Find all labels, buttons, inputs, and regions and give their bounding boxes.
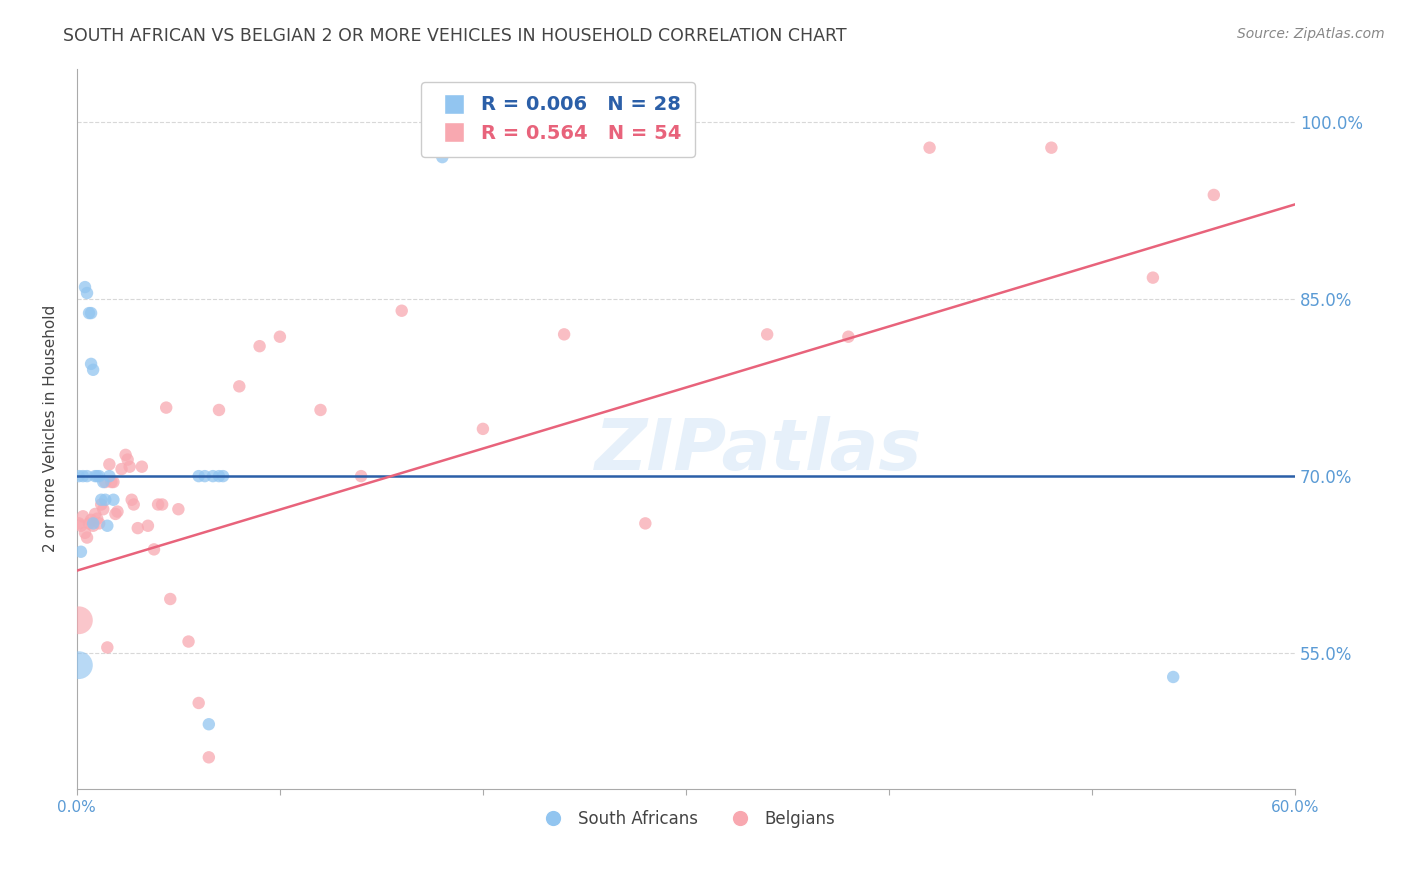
Point: [756, 327, 779, 342]
Point: [91, 475, 114, 489]
Point: [77, 306, 100, 320]
Point: [118, 459, 141, 474]
Point: [103, 492, 125, 507]
Point: [73, 280, 96, 294]
Legend: South Africans, Belgians: South Africans, Belgians: [530, 804, 842, 835]
Point: [80, 357, 103, 371]
Point: [121, 492, 143, 507]
Point: [77, 516, 100, 531]
Point: [136, 518, 159, 533]
Point: [67, 613, 90, 627]
Point: [98, 469, 121, 483]
Point: [76, 531, 98, 545]
Point: [70, 545, 93, 559]
Point: [89, 516, 111, 531]
Point: [228, 379, 250, 393]
Point: [177, 634, 200, 648]
Point: [201, 469, 224, 483]
Point: [67, 469, 90, 483]
Point: [76, 469, 98, 483]
Point: [100, 475, 122, 489]
Text: Source: ZipAtlas.com: Source: ZipAtlas.com: [1237, 27, 1385, 41]
Point: [309, 403, 332, 417]
Point: [67, 658, 90, 673]
Point: [76, 285, 98, 300]
Point: [127, 521, 149, 535]
Point: [391, 303, 413, 318]
Point: [1161, 670, 1184, 684]
Point: [553, 327, 575, 342]
Point: [159, 592, 181, 607]
Point: [350, 469, 373, 483]
Point: [110, 462, 132, 476]
Point: [198, 717, 221, 731]
Point: [187, 696, 209, 710]
Point: [249, 339, 271, 353]
Point: [73, 525, 96, 540]
Point: [837, 329, 859, 343]
Point: [70, 518, 93, 533]
Point: [167, 502, 190, 516]
Point: [96, 518, 118, 533]
Point: [212, 469, 235, 483]
Point: [86, 511, 108, 525]
Point: [634, 516, 657, 531]
Point: [150, 498, 173, 512]
Point: [208, 469, 231, 483]
Point: [86, 469, 108, 483]
Point: [84, 469, 107, 483]
Point: [117, 452, 139, 467]
Point: [187, 469, 209, 483]
Point: [82, 363, 104, 377]
Point: [471, 422, 494, 436]
Point: [90, 492, 112, 507]
Point: [269, 329, 291, 343]
Point: [82, 516, 104, 531]
Point: [94, 475, 117, 489]
Point: [198, 750, 221, 764]
Point: [82, 518, 104, 533]
Point: [432, 150, 454, 164]
Point: [84, 507, 107, 521]
Y-axis label: 2 or more Vehicles in Household: 2 or more Vehicles in Household: [44, 305, 58, 552]
Point: [89, 469, 111, 483]
Point: [107, 505, 129, 519]
Point: [67, 516, 90, 531]
Point: [146, 498, 169, 512]
Point: [94, 492, 117, 507]
Point: [122, 498, 145, 512]
Point: [194, 469, 217, 483]
Text: SOUTH AFRICAN VS BELGIAN 2 OR MORE VEHICLES IN HOUSEHOLD CORRELATION CHART: SOUTH AFRICAN VS BELGIAN 2 OR MORE VEHIC…: [63, 27, 846, 45]
Point: [103, 475, 125, 489]
Point: [80, 306, 103, 320]
Point: [114, 448, 136, 462]
Point: [91, 502, 114, 516]
Point: [208, 403, 231, 417]
Text: ZIPatlas: ZIPatlas: [595, 416, 922, 485]
Point: [1202, 188, 1225, 202]
Point: [80, 513, 103, 527]
Point: [918, 141, 941, 155]
Point: [72, 469, 94, 483]
Point: [98, 458, 121, 472]
Point: [90, 498, 112, 512]
Point: [1142, 270, 1164, 285]
Point: [96, 640, 118, 655]
Point: [143, 542, 166, 557]
Point: [104, 507, 127, 521]
Point: [131, 459, 153, 474]
Point: [1040, 141, 1063, 155]
Point: [72, 509, 94, 524]
Point: [155, 401, 177, 415]
